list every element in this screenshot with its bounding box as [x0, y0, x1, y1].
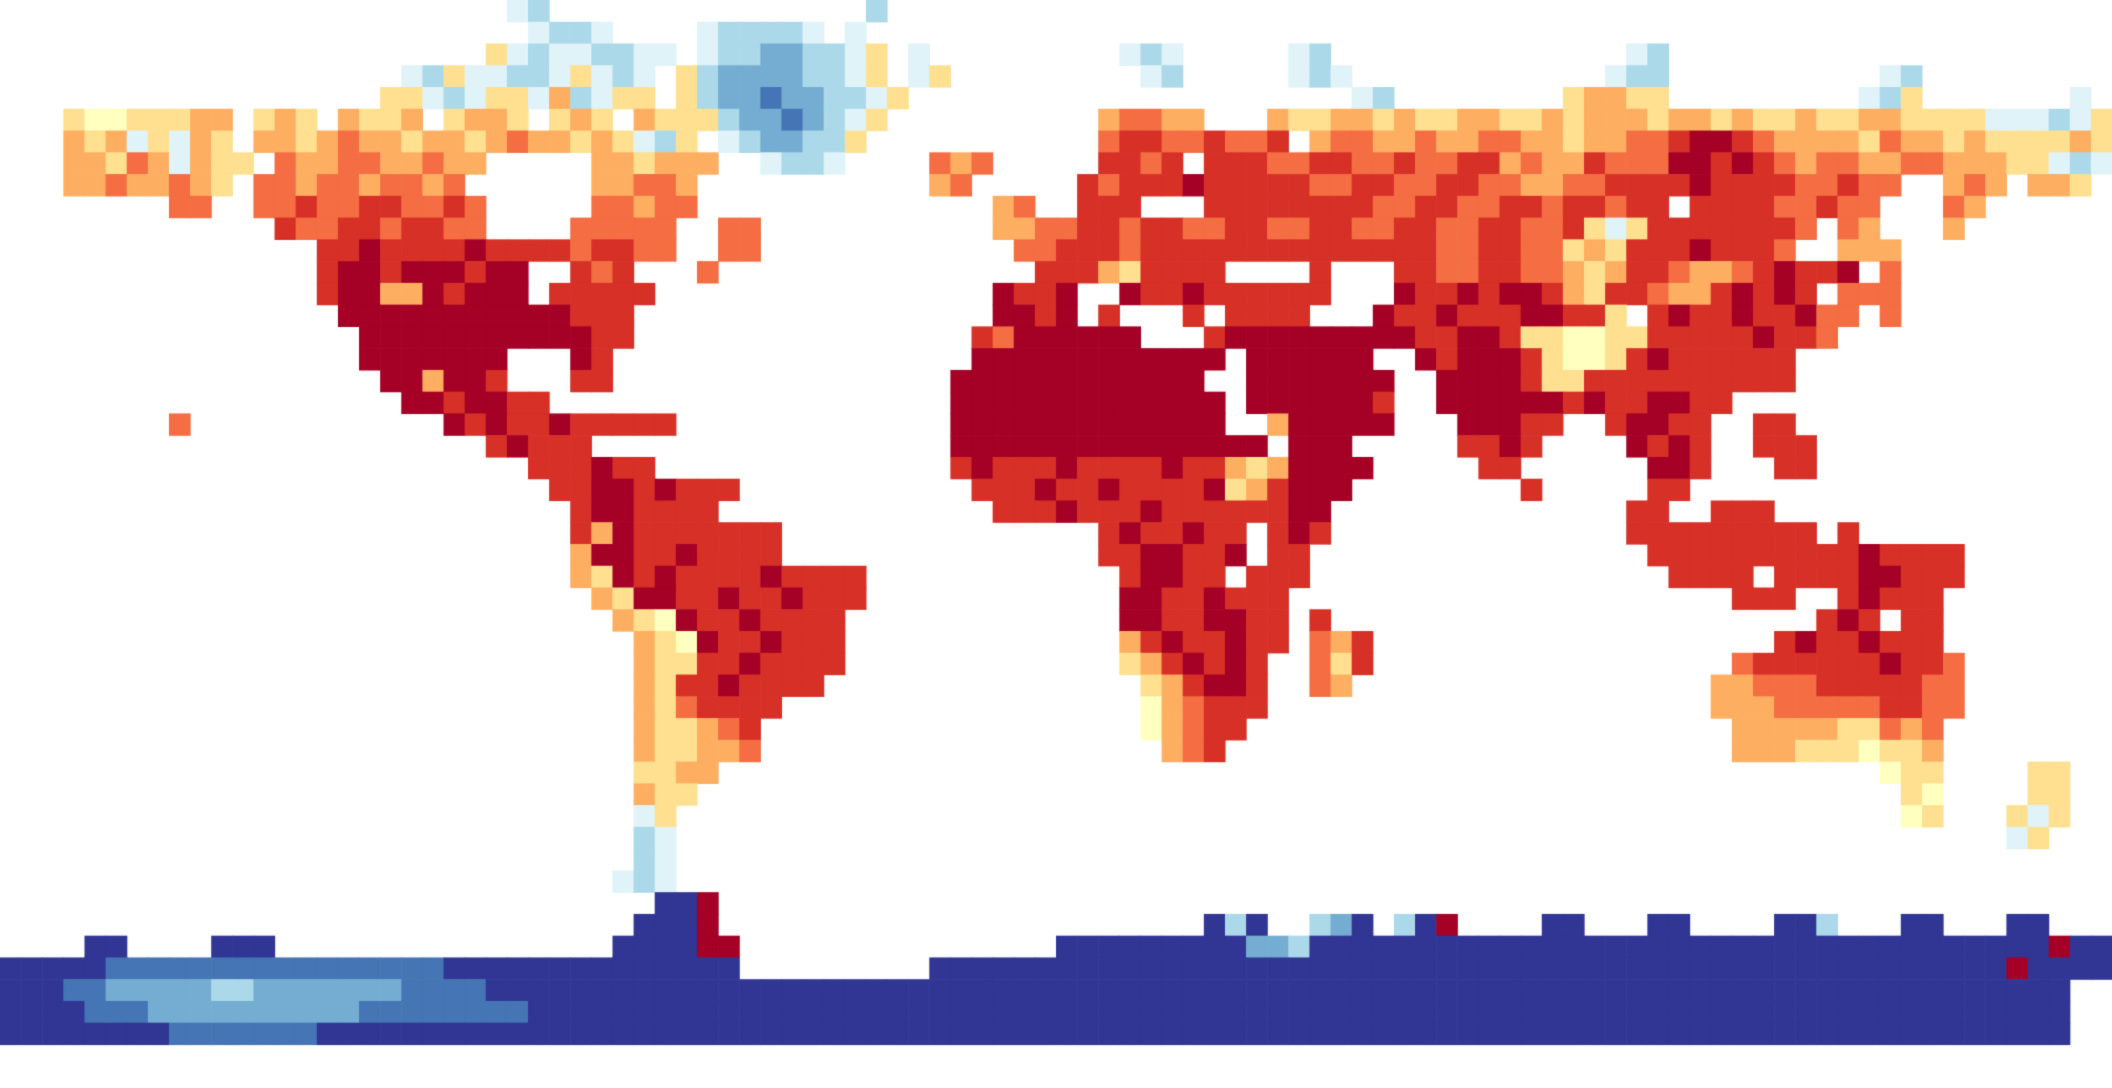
world-map-figure — [0, 0, 2112, 1088]
world-temperature-map-canvas — [0, 0, 2112, 1088]
